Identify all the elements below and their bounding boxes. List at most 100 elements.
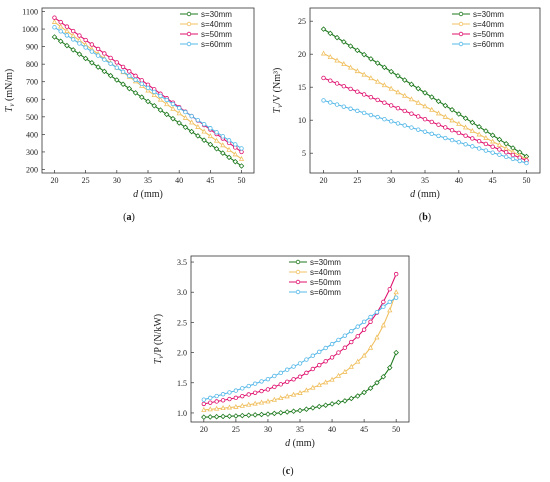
series-s=30mm — [201, 349, 399, 420]
data-point — [393, 295, 399, 300]
data-point — [317, 362, 322, 368]
x-axis-label-symbol: d — [410, 189, 416, 200]
data-point — [436, 122, 441, 127]
data-point — [232, 158, 239, 165]
data-point — [127, 69, 132, 74]
data-point — [233, 395, 239, 401]
data-point — [422, 90, 428, 96]
data-point — [245, 412, 252, 419]
y-axis-label: Tv/V (Nm³) — [272, 68, 284, 114]
data-point — [189, 113, 194, 119]
data-point — [213, 137, 220, 143]
data-point — [483, 148, 489, 153]
data-point — [252, 412, 258, 418]
x-axis-label: d (mm) — [285, 438, 315, 449]
data-point — [497, 152, 502, 157]
data-point — [341, 104, 347, 109]
panel-label: (c) — [282, 466, 293, 477]
data-point — [259, 379, 264, 384]
data-point — [442, 102, 449, 109]
data-point — [395, 121, 401, 126]
data-point — [52, 15, 57, 20]
data-point — [463, 142, 468, 147]
panel-label-letter: b — [422, 212, 428, 223]
data-point — [207, 133, 213, 139]
panel-label-paren: ( — [282, 466, 286, 477]
data-point — [201, 128, 207, 134]
data-point — [220, 405, 226, 411]
data-point — [232, 151, 238, 157]
data-point — [381, 64, 388, 71]
data-point — [272, 373, 277, 379]
data-point — [456, 120, 462, 126]
x-tick-label: 45 — [489, 176, 497, 185]
data-point — [114, 65, 120, 70]
data-point — [395, 73, 401, 79]
data-point — [226, 146, 232, 152]
data-point — [336, 350, 341, 355]
data-point — [347, 64, 354, 70]
data-point — [183, 109, 188, 115]
data-point — [456, 111, 462, 117]
y-tick-label: 20 — [298, 50, 306, 59]
data-point — [408, 96, 415, 102]
series-s=40mm — [201, 289, 399, 412]
data-point — [483, 134, 489, 140]
data-point — [387, 307, 393, 313]
data-point — [470, 136, 475, 141]
data-point — [297, 374, 303, 379]
data-point — [375, 114, 380, 120]
legend-label: s=30mm — [473, 10, 504, 19]
series-s=40mm — [320, 50, 530, 162]
data-point — [233, 403, 239, 409]
panel-label: (b) — [419, 212, 431, 223]
data-point — [208, 395, 213, 401]
data-point — [163, 111, 170, 118]
data-point — [195, 123, 201, 129]
data-point — [354, 68, 360, 74]
legend-label: s=40mm — [473, 20, 504, 29]
y-tick-label: 700 — [26, 78, 38, 87]
data-point — [435, 110, 442, 116]
legend-marker — [295, 269, 301, 275]
y-tick-label: 600 — [26, 95, 38, 104]
data-point — [476, 124, 482, 130]
data-point — [265, 411, 271, 417]
data-point — [201, 401, 207, 407]
data-point — [277, 409, 284, 416]
data-point — [271, 396, 277, 402]
y-tick-label: 500 — [26, 113, 38, 122]
data-point — [435, 98, 442, 105]
data-point — [510, 156, 516, 162]
y-tick-label: 300 — [26, 148, 38, 157]
data-point — [207, 406, 213, 412]
data-point — [388, 85, 394, 91]
panel-label-paren: ( — [419, 212, 423, 223]
legend-label: s=40mm — [201, 20, 232, 29]
data-point — [233, 142, 238, 147]
data-point — [213, 146, 220, 152]
data-point — [176, 120, 182, 126]
x-tick-label: 40 — [455, 176, 463, 185]
data-point — [297, 361, 303, 366]
data-point — [476, 131, 482, 137]
x-tick-label: 25 — [232, 425, 240, 434]
data-point — [132, 90, 139, 96]
y-axis-label-subscript: v — [8, 103, 16, 107]
data-point — [317, 349, 322, 355]
x-tick-label: 25 — [82, 176, 90, 185]
data-point — [323, 345, 328, 351]
data-point — [82, 55, 89, 62]
y-tick-label: 200 — [26, 165, 38, 174]
series-s=60mm — [321, 98, 529, 166]
data-point — [327, 54, 333, 59]
series-s=30mm — [51, 34, 245, 169]
data-point — [361, 51, 367, 58]
data-point — [120, 69, 126, 74]
data-point — [443, 135, 448, 141]
x-axis-label-unit: (mm) — [138, 189, 163, 200]
data-point — [238, 163, 245, 169]
data-point — [361, 327, 367, 332]
data-point — [517, 158, 522, 164]
data-point — [490, 138, 496, 144]
